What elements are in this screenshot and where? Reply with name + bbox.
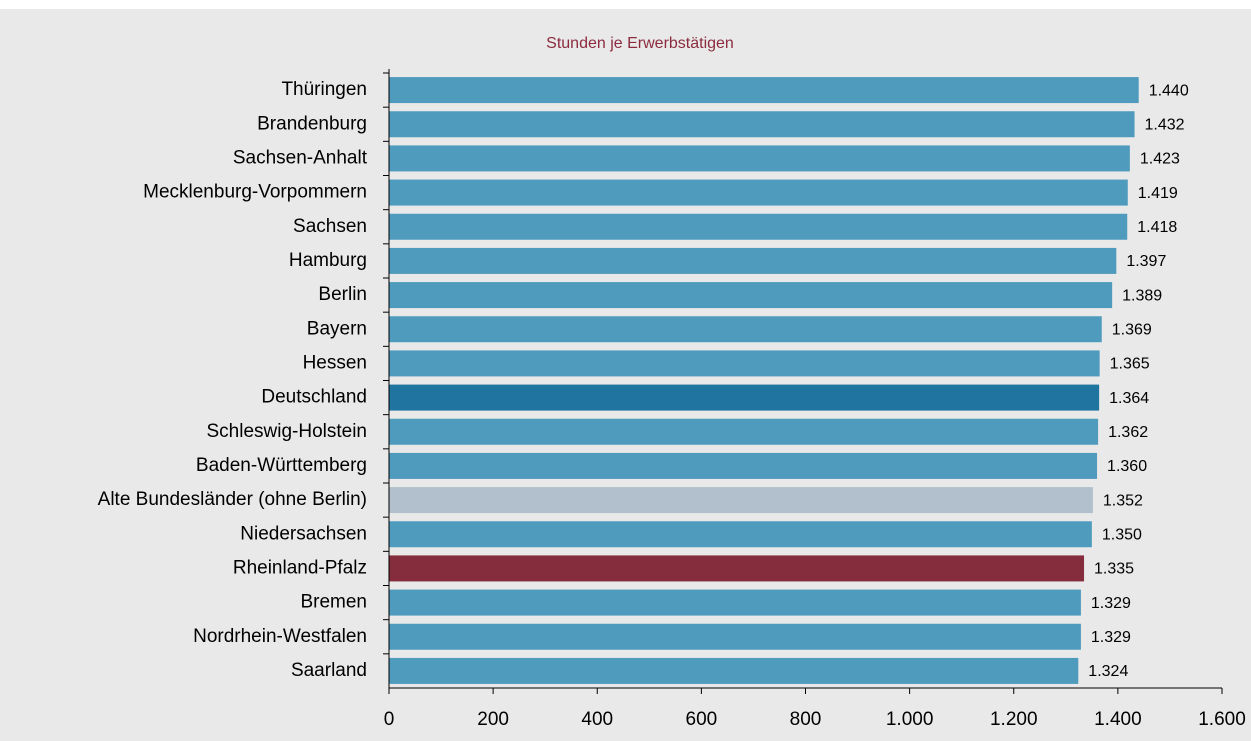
- category-label: Bayern: [307, 318, 367, 339]
- bar: [389, 487, 1093, 514]
- x-tick-label: 800: [790, 709, 822, 730]
- category-label: Alte Bundesländer (ohne Berlin): [98, 489, 367, 510]
- value-label: 1.418: [1137, 219, 1177, 236]
- category-label: Mecklenburg-Vorpommern: [143, 182, 367, 203]
- bar: [389, 521, 1092, 548]
- category-label: Nordrhein-Westfalen: [193, 626, 367, 647]
- bar: [389, 384, 1100, 411]
- x-tick-label: 0: [384, 709, 395, 730]
- bar: [389, 247, 1117, 274]
- bar: [389, 145, 1130, 172]
- value-label: 1.365: [1110, 356, 1150, 373]
- value-label: 1.364: [1109, 390, 1149, 407]
- category-label: Berlin: [318, 284, 367, 305]
- category-label: Thüringen: [281, 79, 367, 100]
- value-label: 1.350: [1102, 526, 1142, 543]
- bar: [389, 282, 1113, 309]
- category-label: Hessen: [303, 352, 367, 373]
- x-tick-label: 600: [686, 709, 718, 730]
- value-label: 1.440: [1149, 82, 1189, 99]
- bar: [389, 555, 1085, 582]
- value-label: 1.423: [1140, 151, 1180, 168]
- bar: [389, 623, 1081, 650]
- category-label: Schleswig-Holstein: [206, 421, 367, 442]
- x-tick-label: 1.200: [990, 709, 1038, 730]
- category-label: Rheinland-Pfalz: [233, 557, 367, 578]
- category-label: Niedersachsen: [240, 523, 367, 544]
- value-label: 1.362: [1108, 424, 1148, 441]
- value-label: 1.352: [1103, 492, 1143, 509]
- x-tick-label: 1.400: [1094, 709, 1142, 730]
- value-label: 1.369: [1112, 321, 1152, 338]
- bar: [389, 350, 1100, 377]
- bar: [389, 418, 1099, 445]
- bar: [389, 179, 1128, 206]
- category-label: Saarland: [291, 660, 367, 681]
- chart-title: Stunden je Erwerbstätigen: [546, 35, 734, 52]
- category-label: Sachsen: [293, 216, 367, 237]
- value-label: 1.432: [1145, 116, 1185, 133]
- bar: [389, 213, 1128, 240]
- category-label: Deutschland: [261, 387, 367, 408]
- category-label: Sachsen-Anhalt: [233, 147, 368, 168]
- bar: [389, 316, 1102, 343]
- x-tick-label: 1.600: [1198, 709, 1246, 730]
- category-label: Bremen: [300, 592, 367, 613]
- value-label: 1.329: [1091, 595, 1131, 612]
- category-label: Brandenburg: [257, 113, 367, 134]
- value-label: 1.397: [1126, 253, 1166, 270]
- bar: [389, 111, 1135, 138]
- value-label: 1.389: [1122, 287, 1162, 304]
- value-label: 1.360: [1107, 458, 1147, 475]
- category-label: Baden-Württemberg: [196, 455, 367, 476]
- bar: [389, 657, 1079, 684]
- x-tick-label: 1.000: [886, 709, 934, 730]
- bar: [389, 589, 1081, 616]
- value-label: 1.324: [1088, 663, 1128, 680]
- x-tick-label: 200: [477, 709, 509, 730]
- bar: [389, 452, 1098, 479]
- category-label: Hamburg: [289, 250, 367, 271]
- value-label: 1.419: [1138, 185, 1178, 202]
- x-tick-label: 400: [581, 709, 613, 730]
- value-label: 1.335: [1094, 561, 1134, 578]
- bar: [389, 77, 1139, 104]
- value-label: 1.329: [1091, 629, 1131, 646]
